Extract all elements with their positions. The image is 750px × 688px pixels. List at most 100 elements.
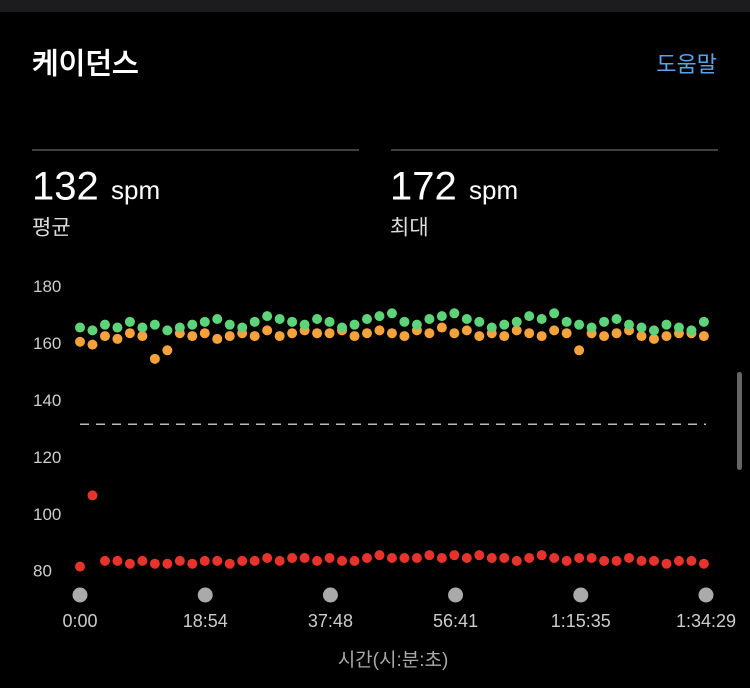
data-point (536, 550, 547, 561)
data-point (149, 558, 160, 569)
y-tick-label: 140 (33, 391, 61, 410)
data-point (224, 319, 235, 330)
data-point (611, 328, 622, 339)
x-tick-dot (322, 587, 338, 603)
data-point (324, 328, 335, 339)
x-tick-dot (573, 587, 589, 603)
data-point (574, 345, 585, 356)
help-link[interactable]: 도움말 (656, 52, 717, 77)
data-point (399, 331, 410, 342)
data-point (461, 313, 472, 324)
x-tick-label: 0:00 (62, 611, 97, 631)
top-bar (0, 0, 750, 12)
data-point (137, 555, 148, 566)
data-point (586, 553, 597, 564)
data-point (624, 319, 635, 330)
stat-unit: spm (469, 175, 518, 205)
data-point (162, 325, 173, 336)
x-tick-label: 1:15:35 (551, 611, 611, 631)
data-point (661, 331, 672, 342)
data-point (611, 555, 622, 566)
data-point (511, 316, 522, 327)
data-point (561, 316, 572, 327)
x-tick-label: 18:54 (183, 611, 228, 631)
data-point (424, 328, 435, 339)
data-point (324, 553, 335, 564)
data-point (124, 328, 135, 339)
data-point (536, 313, 547, 324)
data-point (499, 553, 510, 564)
data-point (449, 550, 460, 561)
title: 케이던스 (32, 48, 139, 81)
data-point (124, 558, 135, 569)
data-point (411, 553, 422, 564)
data-point (75, 561, 85, 572)
x-tick-label: 37:48 (308, 611, 353, 631)
data-point (287, 553, 298, 564)
data-point (187, 331, 198, 342)
data-point (174, 555, 185, 566)
data-point (337, 322, 348, 333)
data-point (349, 319, 360, 330)
x-tick-dot (448, 587, 464, 603)
data-point (287, 316, 298, 327)
data-point (686, 325, 697, 336)
data-point (474, 550, 485, 561)
data-point (648, 555, 659, 566)
x-axis-title: 시간(시:분:초) (338, 649, 449, 671)
data-point (561, 555, 572, 566)
x-tick-dot (197, 587, 213, 603)
data-point (673, 555, 684, 566)
data-point (574, 319, 585, 330)
data-point (262, 311, 273, 322)
data-point (361, 328, 372, 339)
data-point (524, 311, 535, 322)
data-point (411, 319, 422, 330)
data-point (361, 553, 372, 564)
data-point (636, 555, 647, 566)
data-point (112, 555, 123, 566)
y-tick-label: 180 (33, 277, 61, 296)
data-point (436, 322, 447, 333)
data-point (698, 316, 709, 327)
data-point (661, 319, 672, 330)
data-point (386, 308, 397, 319)
data-point (112, 322, 123, 333)
data-point (474, 316, 485, 327)
data-point (149, 353, 160, 364)
data-point (386, 553, 397, 564)
data-point (424, 550, 435, 561)
data-point (262, 325, 273, 336)
data-point (599, 316, 610, 327)
data-point (374, 550, 385, 561)
data-point (99, 331, 110, 342)
data-point (237, 322, 248, 333)
data-point (636, 322, 647, 333)
data-point (212, 333, 223, 344)
data-point (199, 328, 210, 339)
data-point (299, 319, 310, 330)
data-point (187, 558, 198, 569)
data-point (199, 555, 210, 566)
y-tick-label: 120 (33, 448, 61, 467)
data-point (312, 328, 323, 339)
x-tick-label: 56:41 (433, 611, 478, 631)
data-point (262, 553, 273, 564)
data-point (349, 555, 360, 566)
data-point (199, 316, 210, 327)
data-point (75, 322, 85, 333)
data-point (249, 555, 260, 566)
data-point (624, 553, 635, 564)
data-point (661, 558, 672, 569)
data-point (374, 311, 385, 322)
data-point (524, 553, 535, 564)
data-point (536, 331, 547, 342)
data-point (424, 313, 435, 324)
data-point (249, 331, 260, 342)
x-tick-dot (72, 587, 88, 603)
data-point (124, 316, 135, 327)
data-point (599, 331, 610, 342)
stat-label: 최대 (390, 217, 429, 240)
data-point (511, 555, 522, 566)
data-point (274, 313, 285, 324)
